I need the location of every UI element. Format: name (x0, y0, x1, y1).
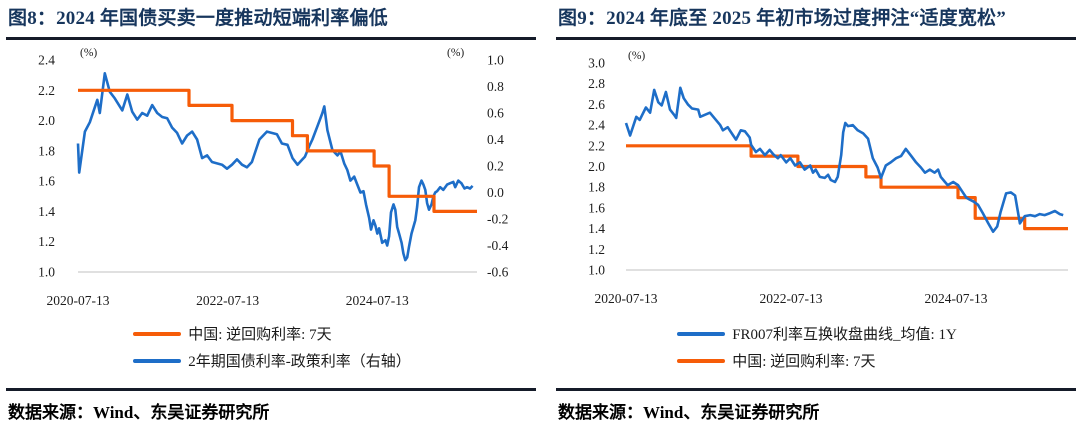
figure-9-panel: 图9：2024 年底至 2025 年初市场过度押注“适度宽松” 3.0 2.8 2.… (556, 0, 1078, 428)
legend-label: 中国: 逆回购利率: 7天 (188, 327, 332, 343)
axis-tick-label: 1.6 (588, 200, 605, 215)
axis-tick-label: 1.0 (487, 53, 504, 68)
axis-tick-label: 1.2 (38, 234, 55, 249)
series-line (76, 71, 474, 262)
axis-tick-label: 1.6 (38, 174, 55, 189)
y-axis-unit-label: (%) (628, 50, 645, 62)
legend-label: 2年期国债利率-政策利率（右轴） (188, 354, 411, 370)
axis-tick-label: 1.2 (588, 242, 605, 257)
figure-8-footer-rule (6, 388, 536, 391)
series-line (78, 88, 477, 213)
axis-tick-label: 2.2 (588, 138, 605, 153)
legend-line-swatch-orange (677, 358, 726, 363)
figure-8-chart-area: 2.4 2.2 2.0 1.8 1.6 1.4 1.2 1.0 1.0 0.8 0.6 0.4 0.2 0… (6, 42, 538, 310)
axis-tick-label: 2022-07-13 (759, 291, 822, 306)
figure-8-title: 图8：2024 年国债买卖一度推动短端利率偏低 (8, 8, 388, 29)
legend-item-2y-spread: 2年期国债利率-政策利率（右轴） (133, 347, 411, 374)
legend-item-reverse-repo: 中国: 逆回购利率: 7天 (677, 347, 957, 374)
figure-9-source: 数据来源：Wind、东吴证券研究所 (558, 403, 820, 422)
legend-line-swatch-blue (133, 358, 182, 363)
series-line (626, 144, 1068, 231)
axis-tick-label: 2.8 (588, 76, 605, 91)
axis-tick-label: 1.0 (588, 263, 605, 278)
figure-9-legend: FR007利率互换收盘曲线_均值: 1Y 中国: 逆回购利率: 7天 (556, 320, 1078, 374)
figure-8-title-rule (6, 37, 536, 40)
figure-8-legend: 中国: 逆回购利率: 7天 2年期国债利率-政策利率（右轴） (6, 320, 538, 374)
axis-tick-label: -0.2 (487, 212, 508, 227)
figure-9-title-rule (556, 37, 1076, 40)
axis-tick-label: -0.4 (487, 238, 509, 253)
axis-tick-label: 3.0 (588, 56, 605, 71)
legend-item-reverse-repo: 中国: 逆回购利率: 7天 (133, 320, 411, 347)
axis-tick-label: 2.4 (588, 118, 605, 133)
figure-9-footer-rule (556, 388, 1076, 391)
axis-tick-label: 2.0 (38, 113, 55, 128)
figure-9-chart-area: 3.0 2.8 2.6 2.4 2.2 2.0 1.8 1.6 1.4 1.2 1.0 2020-07… (556, 42, 1078, 310)
axis-tick-label: 2.4 (38, 53, 55, 68)
figure-9-title: 图9：2024 年底至 2025 年初市场过度押注“适度宽松” (558, 8, 1006, 29)
axis-tick-label: 0.0 (487, 185, 504, 200)
y-axis-unit-label: (%) (80, 47, 97, 59)
axis-tick-label: 0.8 (487, 79, 504, 94)
legend-label: 中国: 逆回购利率: 7天 (732, 354, 876, 370)
axis-tick-label: 0.2 (487, 159, 504, 174)
legend-item-fr007-swap: FR007利率互换收盘曲线_均值: 1Y (677, 320, 957, 347)
axis-tick-label: 1.4 (588, 221, 605, 236)
axis-tick-label: 2022-07-13 (196, 293, 259, 308)
axis-tick-label: 1.0 (38, 265, 55, 280)
legend-line-swatch-blue (677, 331, 726, 336)
axis-tick-label: 1.8 (38, 143, 55, 158)
axis-tick-label: 2.2 (38, 83, 55, 98)
figure-9-plot: 3.0 2.8 2.6 2.4 2.2 2.0 1.8 1.6 1.4 1.2 1.0 2020-07… (588, 50, 1068, 306)
legend-line-swatch-orange (133, 331, 182, 336)
figure-8-panel: 图8：2024 年国债买卖一度推动短端利率偏低 2.4 2.2 2.0 1.8 1.6 1… (6, 0, 538, 428)
y-axis-unit-label: (%) (447, 47, 464, 59)
axis-tick-label: 2024-07-13 (924, 291, 987, 306)
legend-label: FR007利率互换收盘曲线_均值: 1Y (732, 327, 957, 343)
axis-tick-label: 2020-07-13 (595, 291, 658, 306)
series-line (624, 86, 1064, 233)
axis-tick-label: 0.6 (487, 106, 504, 121)
figure-8-source: 数据来源：Wind、东吴证券研究所 (8, 403, 270, 422)
axis-tick-label: 2020-07-13 (47, 293, 110, 308)
axis-tick-label: 1.4 (38, 204, 55, 219)
axis-tick-label: 1.8 (588, 180, 605, 195)
axis-tick-label: 2024-07-13 (346, 293, 409, 308)
figure-8-plot: 2.4 2.2 2.0 1.8 1.6 1.4 1.2 1.0 1.0 0.8 0.6 0.4 0.2 0… (38, 47, 509, 308)
axis-tick-label: 2.0 (588, 159, 605, 174)
axis-tick-label: -0.6 (487, 265, 509, 280)
axis-tick-label: 0.4 (487, 132, 504, 147)
axis-tick-label: 2.6 (588, 97, 605, 112)
